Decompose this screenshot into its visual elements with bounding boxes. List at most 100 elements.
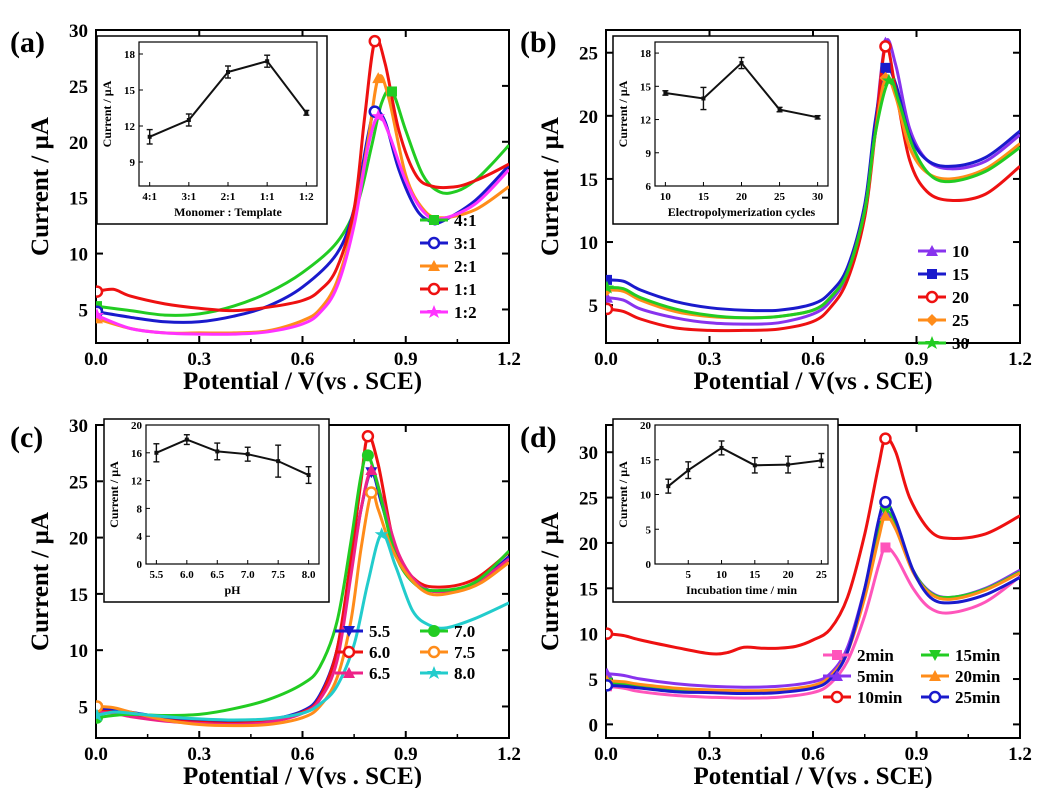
inset-y-tick-label: 12 — [640, 115, 652, 127]
x-tick-label: 0.0 — [594, 744, 618, 765]
x-tick-label: 1.2 — [497, 349, 521, 370]
x-tick-label: 0.3 — [698, 349, 722, 370]
series-marker — [365, 464, 378, 476]
inset: 5 10 15 20 25 0 5 10 15 20 Incubation time / min Cu… — [612, 418, 839, 603]
series-marker — [96, 308, 104, 322]
series-marker — [96, 285, 104, 298]
inset-point — [663, 90, 668, 95]
series-marker — [386, 86, 397, 97]
x-tick-label: 0.9 — [394, 744, 418, 765]
legend-marker — [926, 314, 938, 326]
x-tick-label: 0.0 — [84, 744, 108, 765]
y-tick-label: 5 — [589, 670, 599, 691]
inset-x-tick-label: 3:1 — [182, 191, 197, 203]
series-line-8.0 — [96, 532, 509, 722]
series-marker — [606, 274, 612, 285]
inset-frame — [96, 35, 328, 225]
x-tick-label: 0.9 — [905, 349, 929, 370]
series-line-25min — [606, 500, 1020, 695]
y-axis-title: Current / µA — [537, 117, 564, 256]
inset-x-tick-label: 15 — [749, 569, 761, 581]
y-tick-label: 25 — [69, 77, 88, 98]
legend: 5.5 6.0 6.5 7.0 7.5 8.0 — [335, 622, 475, 683]
inset-x-tick-label: 8.0 — [302, 569, 316, 581]
x-tick-label: 1.2 — [497, 744, 521, 765]
inset-point — [186, 118, 191, 122]
inset-point — [739, 61, 744, 66]
panel-d: 0.0 0.3 0.6 0.9 1.2 0 5 10 15 20 25 30 Potential / V… — [520, 418, 1032, 788]
y-tick-label: 20 — [579, 534, 598, 555]
series-marker — [879, 40, 892, 53]
x-axis-title: Potential / V(vs . SCE) — [183, 763, 422, 788]
y-tick-label: 20 — [69, 133, 88, 154]
inset-point — [226, 70, 230, 74]
inset-x-tick-label: 25 — [774, 191, 786, 203]
legend-label: 15min — [955, 646, 1001, 665]
y-tick-label: 15 — [69, 585, 88, 606]
inset-x-tick-label: 30 — [812, 191, 824, 203]
series-marker — [606, 302, 614, 316]
inset-y-tick-label: 9 — [130, 157, 136, 169]
panel-c: 0.0 0.3 0.6 0.9 1.2 5 10 15 20 25 30 Potential / V(… — [10, 416, 521, 788]
inset-y-axis-title: Current / µA — [100, 80, 114, 147]
inset-y-tick-label: 10 — [640, 490, 652, 502]
legend-label: 8.0 — [454, 664, 475, 683]
series-marker — [879, 432, 892, 445]
inset-x-axis-title: Electropolymerization cycles — [668, 205, 816, 219]
y-tick-label: 15 — [69, 189, 88, 210]
x-tick-label: 0.0 — [84, 349, 108, 370]
inset-x-tick-label: 25 — [816, 569, 828, 581]
legend-label: 20 — [952, 288, 969, 307]
series-line-4:1 — [96, 88, 509, 317]
panel-label: (a) — [10, 26, 45, 59]
inset-y-tick-label: 5 — [646, 524, 652, 536]
inset-x-tick-label: 20 — [783, 569, 795, 581]
y-tick-label: 25 — [579, 44, 598, 65]
inset-x-tick-label: 10 — [716, 569, 728, 581]
inset-point — [786, 462, 791, 467]
series-marker — [606, 679, 614, 692]
inset-point — [154, 450, 159, 455]
series-line-15 — [606, 64, 1020, 313]
inset-y-tick-label: 0 — [137, 559, 143, 571]
x-tick-label: 1.2 — [1008, 349, 1032, 370]
legend-marker — [343, 667, 355, 678]
inset-x-tick-label: 6.5 — [210, 569, 224, 581]
y-tick-label: 25 — [579, 489, 598, 510]
inset-point — [666, 484, 671, 489]
inset-point — [752, 463, 757, 468]
legend-label: 10 — [952, 242, 969, 261]
legend-marker — [832, 650, 842, 660]
legend-marker — [427, 305, 441, 318]
inset-x-tick-label: 4:1 — [142, 191, 157, 203]
y-tick-label: 15 — [579, 170, 598, 191]
inset: 10 15 20 25 30 6 9 12 15 18 Electropolymerization … — [612, 35, 839, 225]
y-tick-label: 0 — [589, 715, 599, 736]
y-tick-label: 10 — [579, 625, 598, 646]
legend-marker — [929, 670, 941, 681]
legend-marker — [342, 645, 356, 659]
legend-marker — [428, 260, 440, 271]
legend-label: 7.5 — [454, 643, 475, 662]
y-tick-label: 10 — [69, 245, 88, 266]
x-axis-title: Potential / V(vs . SCE) — [183, 368, 422, 395]
inset-y-tick-label: 8 — [137, 503, 143, 515]
legend: 4:1 3:1 2:1 1:1 1:2 — [420, 211, 477, 322]
inset-x-tick-label: 5 — [686, 569, 692, 581]
legend-marker — [343, 626, 355, 637]
x-tick-label: 0.3 — [187, 349, 211, 370]
inset-point — [184, 437, 189, 442]
inset-x-axis-title: Monomer : Template — [174, 205, 282, 219]
y-tick-label: 10 — [579, 233, 598, 254]
inset-plot-frame — [145, 424, 320, 565]
inset-point — [265, 59, 270, 64]
legend-label: 7.0 — [454, 622, 475, 641]
inset-y-axis-title: Current / µA — [107, 461, 121, 528]
inset-point — [215, 449, 220, 454]
inset-x-axis-title: pH — [224, 583, 241, 597]
inset-x-tick-label: 10 — [660, 191, 672, 203]
inset-y-tick-label: 20 — [640, 420, 652, 432]
inset-x-axis-title: Incubation time / min — [686, 583, 797, 597]
series-marker — [879, 509, 892, 521]
